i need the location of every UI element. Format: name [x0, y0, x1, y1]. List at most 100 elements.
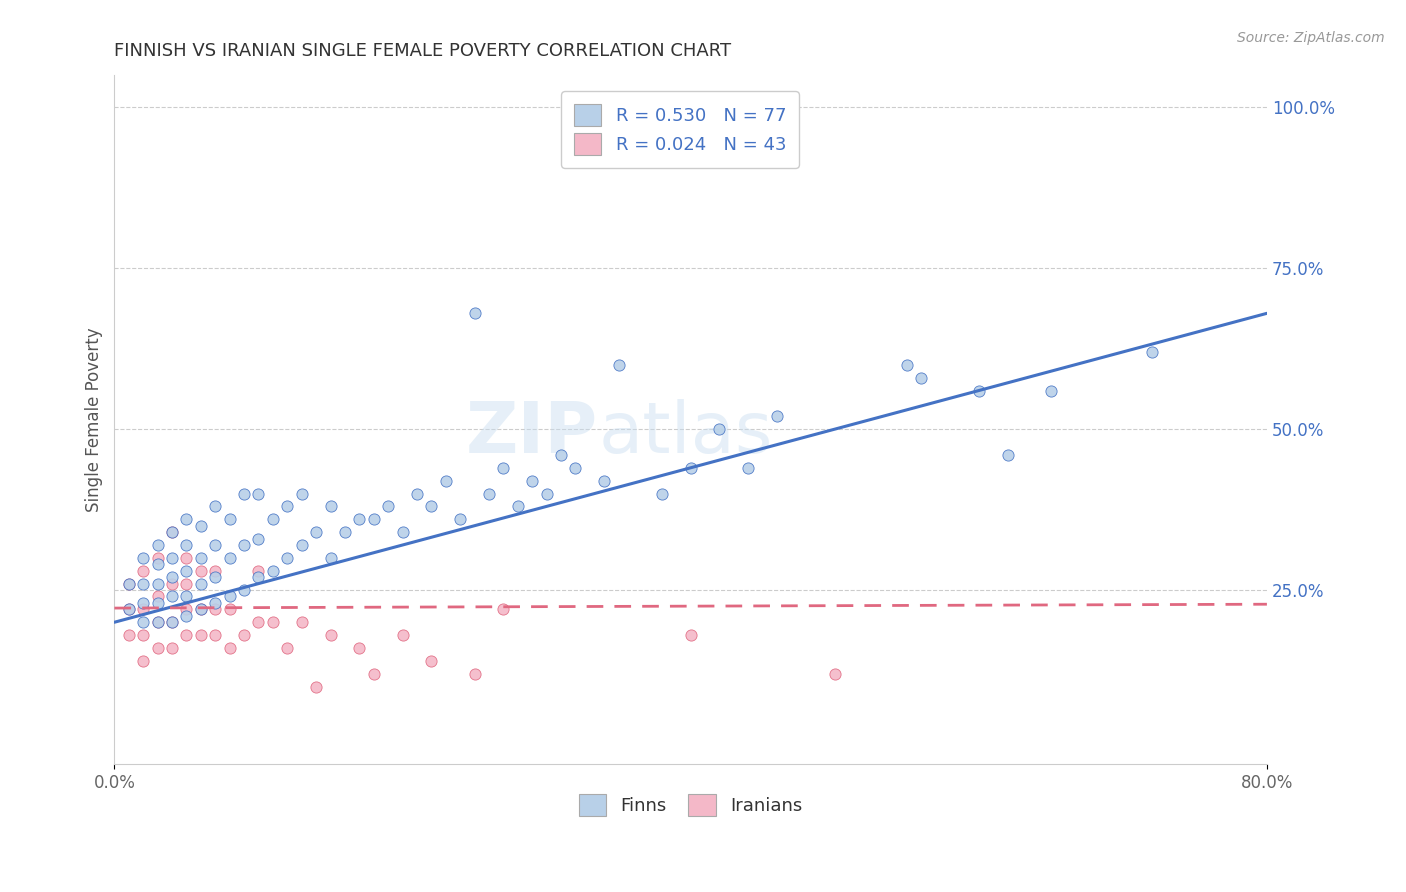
Point: [276, 500, 298, 514]
Point: [176, 608, 198, 623]
Point: [190, 576, 212, 591]
Point: [391, 628, 413, 642]
Point: [160, 576, 183, 591]
Point: [132, 602, 155, 616]
Point: [910, 370, 932, 384]
Point: [190, 518, 212, 533]
Point: [176, 550, 198, 565]
Point: [607, 358, 630, 372]
Point: [262, 564, 284, 578]
Point: [118, 602, 141, 616]
Point: [218, 640, 240, 655]
Point: [291, 615, 314, 630]
Point: [160, 525, 183, 540]
Point: [766, 409, 789, 424]
Point: [160, 550, 183, 565]
Point: [218, 512, 240, 526]
Point: [349, 512, 371, 526]
Point: [160, 570, 183, 584]
Point: [420, 654, 443, 668]
Point: [118, 602, 141, 616]
Point: [160, 640, 183, 655]
Legend: Finns, Iranians: Finns, Iranians: [572, 787, 810, 823]
Point: [305, 525, 328, 540]
Point: [233, 486, 256, 500]
Point: [146, 640, 169, 655]
Y-axis label: Single Female Poverty: Single Female Poverty: [86, 327, 103, 512]
Point: [709, 422, 731, 436]
Point: [434, 474, 457, 488]
Point: [190, 564, 212, 578]
Point: [679, 460, 702, 475]
Point: [176, 602, 198, 616]
Point: [276, 550, 298, 565]
Point: [247, 486, 270, 500]
Point: [204, 538, 226, 552]
Point: [506, 500, 529, 514]
Text: FINNISH VS IRANIAN SINGLE FEMALE POVERTY CORRELATION CHART: FINNISH VS IRANIAN SINGLE FEMALE POVERTY…: [114, 42, 731, 60]
Point: [146, 558, 169, 572]
Point: [176, 512, 198, 526]
Point: [132, 576, 155, 591]
Point: [536, 486, 558, 500]
Point: [449, 512, 471, 526]
Point: [132, 654, 155, 668]
Point: [190, 550, 212, 565]
Point: [146, 550, 169, 565]
Point: [896, 358, 918, 372]
Point: [1140, 345, 1163, 359]
Point: [550, 448, 572, 462]
Point: [160, 590, 183, 604]
Point: [247, 570, 270, 584]
Point: [218, 602, 240, 616]
Point: [564, 460, 586, 475]
Point: [132, 564, 155, 578]
Point: [190, 602, 212, 616]
Point: [420, 500, 443, 514]
Point: [464, 306, 486, 320]
Point: [679, 628, 702, 642]
Point: [291, 486, 314, 500]
Point: [319, 500, 342, 514]
Point: [160, 525, 183, 540]
Point: [204, 596, 226, 610]
Point: [118, 576, 141, 591]
Point: [146, 615, 169, 630]
Point: [262, 615, 284, 630]
Point: [593, 474, 616, 488]
Point: [262, 512, 284, 526]
Point: [1039, 384, 1062, 398]
Point: [824, 666, 846, 681]
Point: [233, 538, 256, 552]
Point: [190, 628, 212, 642]
Point: [146, 538, 169, 552]
Point: [492, 602, 515, 616]
Point: [204, 564, 226, 578]
Point: [478, 486, 501, 500]
Point: [305, 680, 328, 694]
Point: [218, 550, 240, 565]
Point: [176, 576, 198, 591]
Point: [146, 596, 169, 610]
Text: atlas: atlas: [599, 399, 773, 467]
Point: [233, 628, 256, 642]
Point: [160, 615, 183, 630]
Point: [464, 666, 486, 681]
Point: [363, 666, 385, 681]
Point: [247, 532, 270, 546]
Point: [204, 602, 226, 616]
Point: [118, 576, 141, 591]
Point: [132, 550, 155, 565]
Point: [176, 538, 198, 552]
Point: [247, 615, 270, 630]
Point: [377, 500, 399, 514]
Point: [146, 590, 169, 604]
Point: [247, 564, 270, 578]
Point: [349, 640, 371, 655]
Point: [291, 538, 314, 552]
Point: [118, 628, 141, 642]
Point: [190, 602, 212, 616]
Point: [132, 615, 155, 630]
Point: [233, 583, 256, 598]
Point: [146, 576, 169, 591]
